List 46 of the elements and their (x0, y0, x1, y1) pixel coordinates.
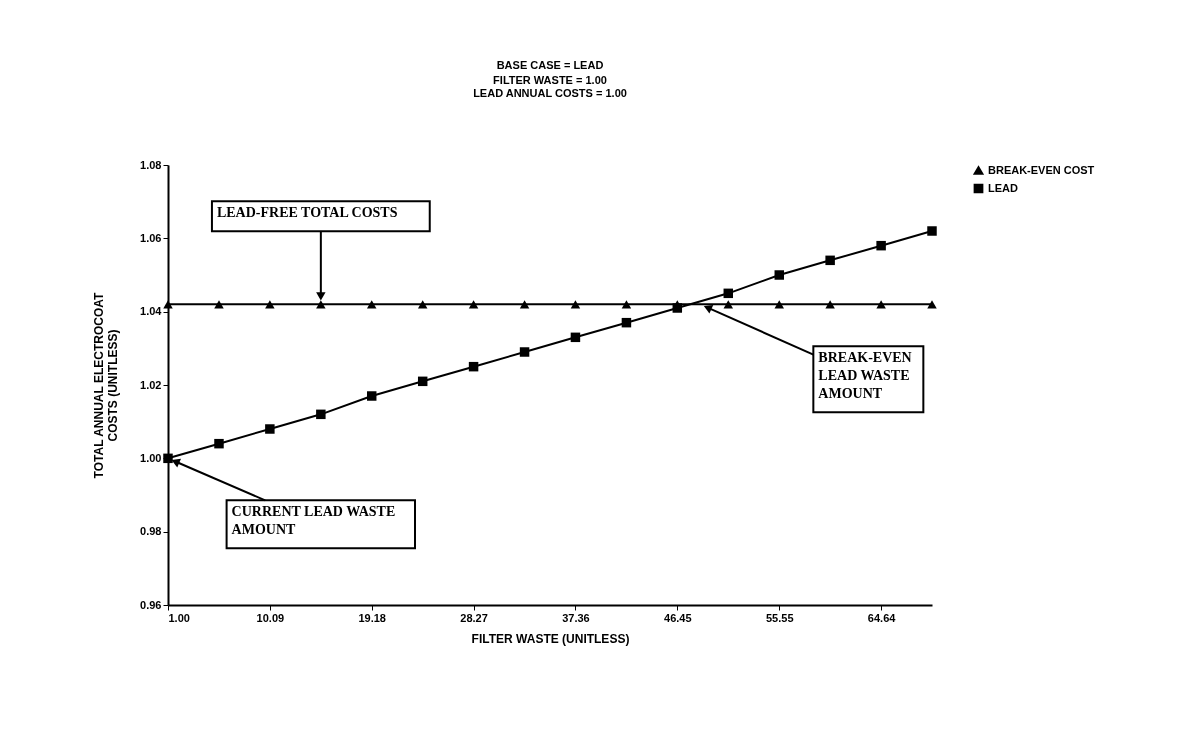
annotation: CURRENT LEAD WASTE AMOUNT (231, 504, 396, 538)
point (316, 409, 326, 420)
x-tick-label: 37.36 (562, 611, 590, 624)
y-axis-title: TOTAL ANNUAL ELECTROCOAT COSTS (UNITLESS) (92, 291, 121, 479)
point (825, 255, 835, 266)
y-tick-label: 0.96 (140, 598, 162, 611)
point (163, 453, 173, 464)
point (621, 300, 632, 309)
point (876, 300, 886, 309)
legend-label: BREAK-EVEN COST (988, 163, 1095, 176)
point (366, 300, 377, 309)
x-tick-label: 55.55 (766, 611, 794, 624)
y-tick-label: 1.04 (140, 305, 163, 318)
point (519, 300, 530, 309)
point (417, 300, 428, 309)
point (366, 391, 377, 401)
chart-subtitle: FILTER WASTE = 1.00 LEAD ANNUAL COSTS = 1.00 (473, 74, 627, 99)
point (468, 361, 479, 372)
point (468, 300, 479, 309)
point (417, 376, 428, 387)
point (927, 226, 937, 236)
point (774, 270, 785, 280)
point (519, 347, 530, 357)
x-tick-label: 28.27 (460, 611, 488, 624)
y-tick-label: 1.06 (140, 231, 162, 244)
y-tick-label: 1.08 (140, 158, 162, 171)
point (570, 332, 581, 343)
point (621, 317, 632, 328)
point (570, 300, 581, 309)
point (876, 240, 886, 251)
y-tick-label: 1.02 (140, 378, 162, 391)
x-tick-label: 1.00 (168, 611, 190, 624)
annotation: LEAD-FREE TOTAL COSTS (216, 205, 398, 221)
x-tick-label: 64.64 (867, 611, 897, 624)
point (723, 288, 734, 299)
y-tick-label: 0.98 (140, 525, 162, 538)
point (214, 438, 224, 449)
annotation: BREAK-EVEN LEAD WASTE AMOUNT (818, 350, 912, 402)
x-tick-label: 10.09 (256, 611, 285, 624)
x-axis-title: FILTER WASTE (UNITLESS) (471, 631, 630, 646)
x-tick-label: 46.45 (664, 611, 692, 624)
y-tick-label: 1.00 (140, 451, 162, 464)
legend-label: LEAD (988, 181, 1018, 194)
chart-title: BASE CASE = LEAD (496, 59, 604, 71)
point (265, 424, 275, 434)
x-tick-label: 19.18 (358, 611, 386, 624)
